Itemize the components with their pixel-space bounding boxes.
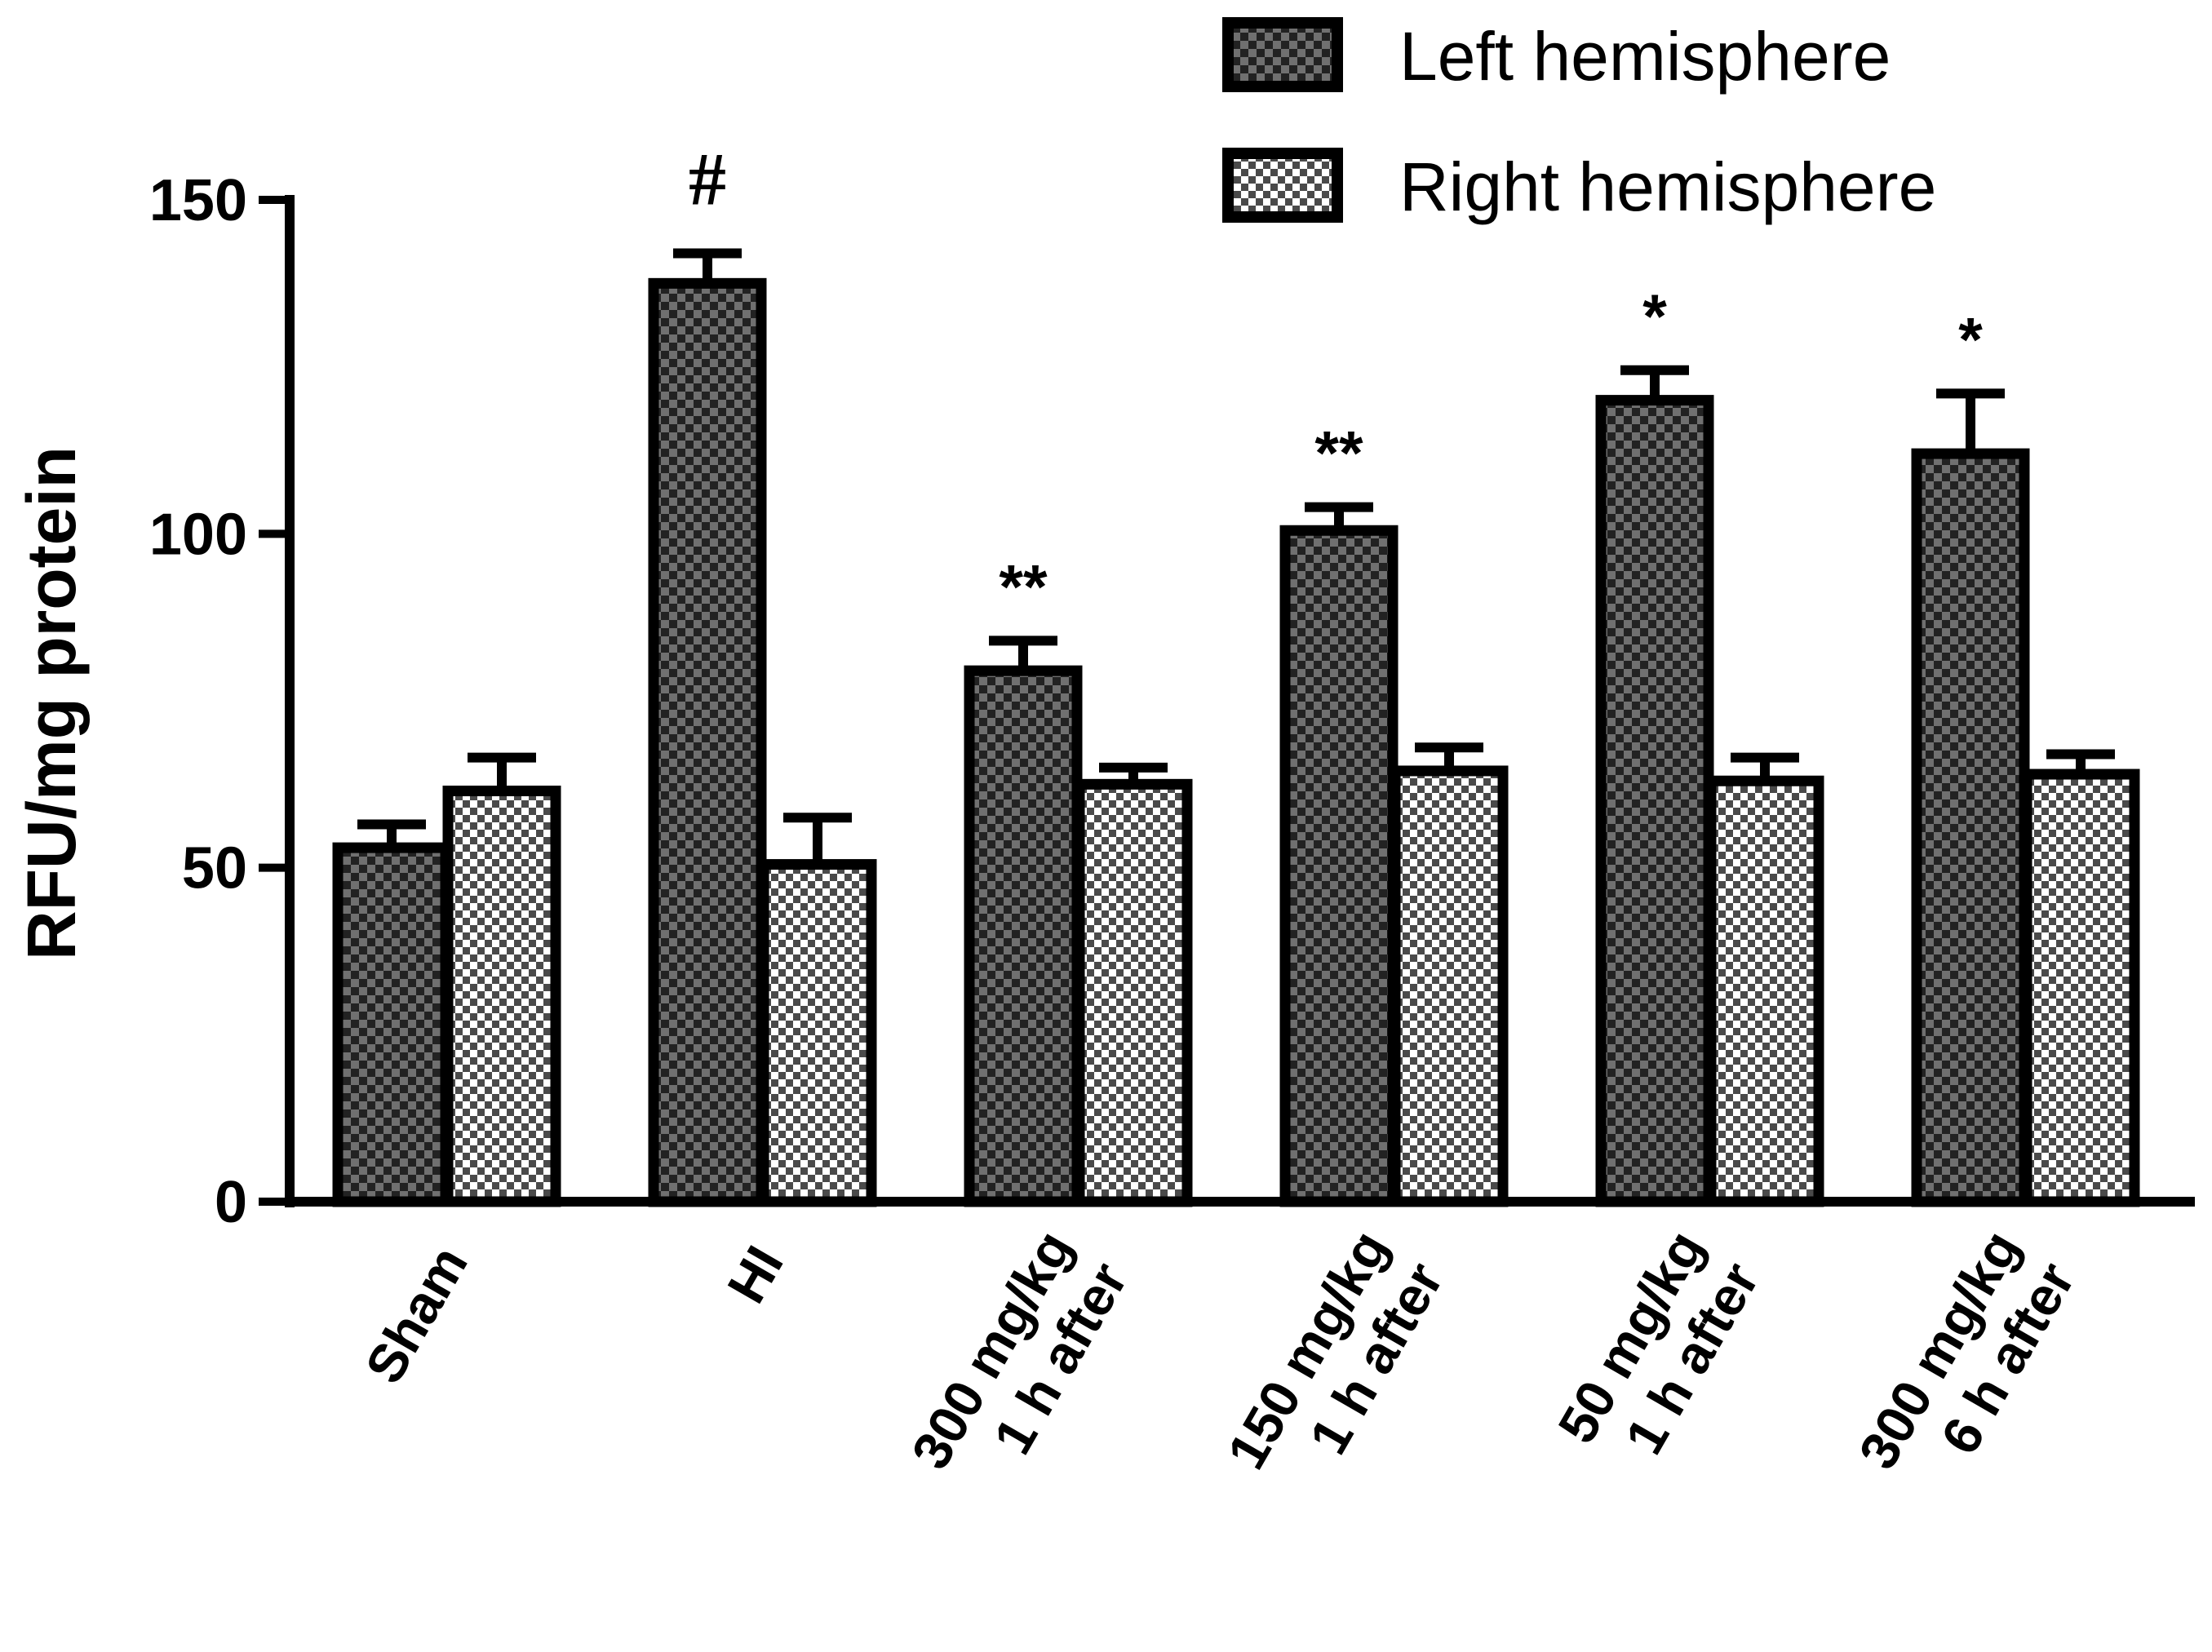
significance-marker: *	[1958, 305, 1983, 374]
category-label-line: HI	[716, 1236, 795, 1313]
y-tick-label: 0	[215, 1170, 247, 1235]
bar-left-hemisphere	[648, 277, 767, 1207]
bar-right-hemisphere	[2021, 768, 2140, 1207]
y-tick-label: 50	[182, 836, 247, 901]
y-axis: 0 50 100 150	[149, 168, 295, 1235]
category-label: 300 mg/kg6 h after	[1847, 1220, 2086, 1479]
category-labels: Sham HI 300 mg/kg1 h after 150 mg/kg1 h aft…	[353, 1220, 2086, 1479]
bar-left-hemisphere	[1595, 395, 1714, 1207]
bar-right-hemisphere	[1074, 778, 1193, 1207]
bars	[332, 248, 2140, 1207]
significance-annotations: #***** *	[689, 137, 1983, 622]
legend-label-right-hemisphere: Right hemisphere	[1399, 148, 1936, 225]
significance-marker: **	[1314, 419, 1363, 489]
category-label: 150 mg/kg1 h after	[1216, 1220, 1455, 1479]
bar-right-hemisphere	[442, 786, 561, 1207]
category-label: HI	[716, 1236, 795, 1313]
legend-swatch-left-hemisphere	[1222, 17, 1343, 92]
legend: Left hemisphere Right hemisphere	[1222, 17, 1936, 225]
category-label: 50 mg/kg1 h after	[1546, 1220, 1771, 1464]
significance-marker: *	[1642, 282, 1667, 352]
bar-left-hemisphere	[964, 665, 1083, 1207]
legend-label-left-hemisphere: Left hemisphere	[1399, 18, 1891, 95]
y-axis-title: RFU/mg protein	[13, 446, 90, 960]
bar-left-hemisphere	[332, 842, 451, 1207]
bar-right-hemisphere	[1390, 765, 1509, 1207]
legend-swatch-right-hemisphere	[1222, 148, 1343, 223]
significance-marker: **	[999, 552, 1048, 622]
category-label: 300 mg/kg1 h after	[900, 1220, 1139, 1479]
category-label-line: Sham	[353, 1236, 479, 1393]
bar-right-hemisphere	[1705, 775, 1824, 1207]
bar-left-hemisphere	[1911, 448, 2030, 1207]
category-label: Sham	[353, 1236, 479, 1393]
bar-right-hemisphere	[758, 859, 877, 1207]
bar-left-hemisphere	[1279, 525, 1399, 1207]
significance-marker: #	[689, 137, 726, 220]
y-tick-label: 150	[149, 168, 247, 233]
y-tick-label: 100	[149, 502, 247, 567]
